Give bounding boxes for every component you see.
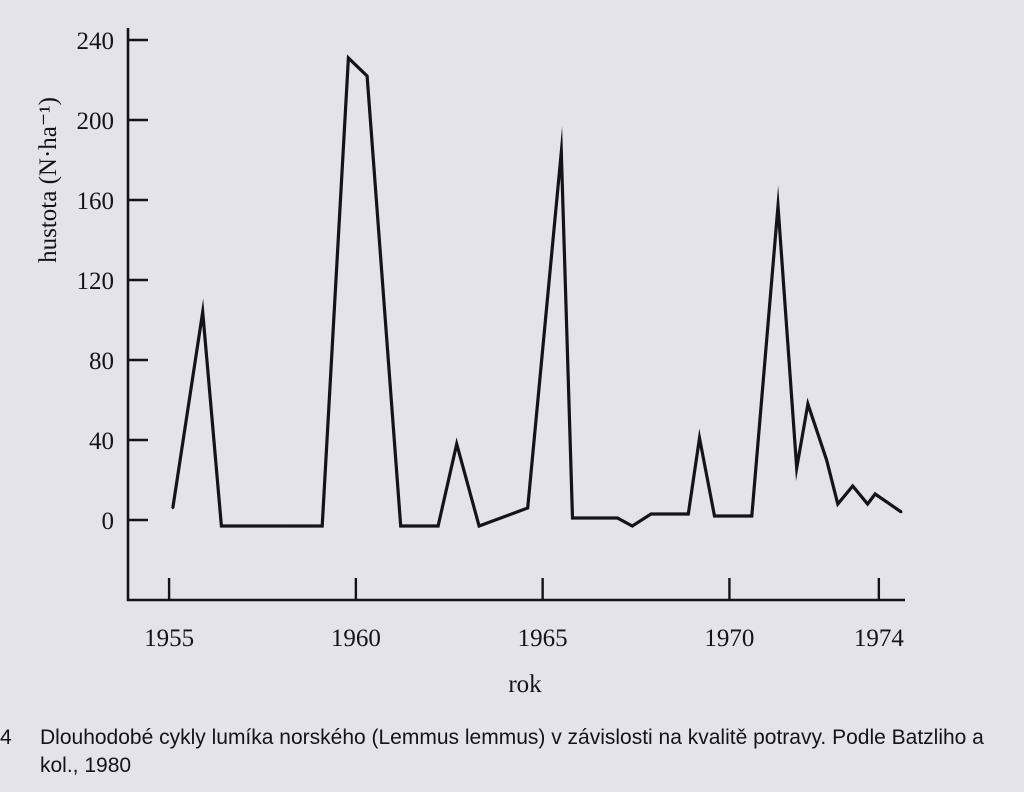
- y-tick-label: 160: [77, 188, 115, 215]
- data-point: [851, 484, 854, 488]
- data-point: [571, 516, 574, 520]
- y-tick-label: 240: [77, 28, 115, 55]
- x-tick-label: 1965: [518, 625, 568, 652]
- data-point: [750, 514, 753, 518]
- x-tick-label: 1960: [331, 625, 381, 652]
- data-point: [560, 150, 563, 154]
- data-point: [321, 524, 324, 528]
- y-ticks: 0 40 80 120 160 200 240: [77, 28, 148, 535]
- data-point: [616, 516, 619, 520]
- axes: [126, 28, 905, 602]
- data-point: [825, 458, 828, 462]
- y-tick-label: 0: [102, 508, 115, 535]
- data-point: [866, 502, 869, 506]
- series-line: [171, 54, 903, 529]
- y-tick-label: 200: [77, 108, 115, 135]
- data-point: [631, 524, 634, 528]
- data-point: [698, 436, 701, 440]
- caption-number: 4: [0, 726, 12, 749]
- series: [171, 54, 903, 529]
- y-tick-label: 80: [89, 348, 114, 375]
- data-point: [649, 512, 653, 516]
- data-point: [455, 442, 458, 446]
- data-point: [365, 74, 369, 78]
- data-point: [526, 506, 529, 510]
- data-point: [302, 524, 305, 528]
- x-tick-label: 1974: [854, 625, 905, 652]
- data-point: [806, 402, 810, 406]
- x-axis-label: rok: [508, 671, 542, 698]
- x-ticks: 1955 1960 1965 1970 1974: [144, 578, 904, 652]
- caption-text: Dlouhodobé cykly lumíka norského (Lemmus…: [40, 726, 984, 777]
- data-point: [436, 524, 440, 528]
- data-point: [347, 56, 350, 60]
- data-point: [201, 310, 204, 314]
- y-axis-label: hustota (N·ha⁻¹): [35, 97, 62, 263]
- data-point: [873, 492, 877, 496]
- x-tick-label: 1955: [144, 625, 194, 652]
- x-tick-label: 1970: [704, 625, 754, 652]
- data-point: [399, 524, 402, 528]
- data-point: [477, 524, 481, 528]
- y-tick-label: 120: [77, 268, 115, 295]
- data-point: [900, 510, 903, 514]
- data-point: [291, 524, 294, 528]
- y-tick-label: 40: [89, 428, 114, 455]
- data-point: [776, 204, 780, 208]
- data-point: [220, 524, 223, 528]
- data-point: [713, 514, 716, 518]
- data-point: [795, 466, 798, 470]
- data-point: [687, 512, 690, 516]
- data-point: [171, 506, 174, 510]
- data-point: [836, 502, 839, 506]
